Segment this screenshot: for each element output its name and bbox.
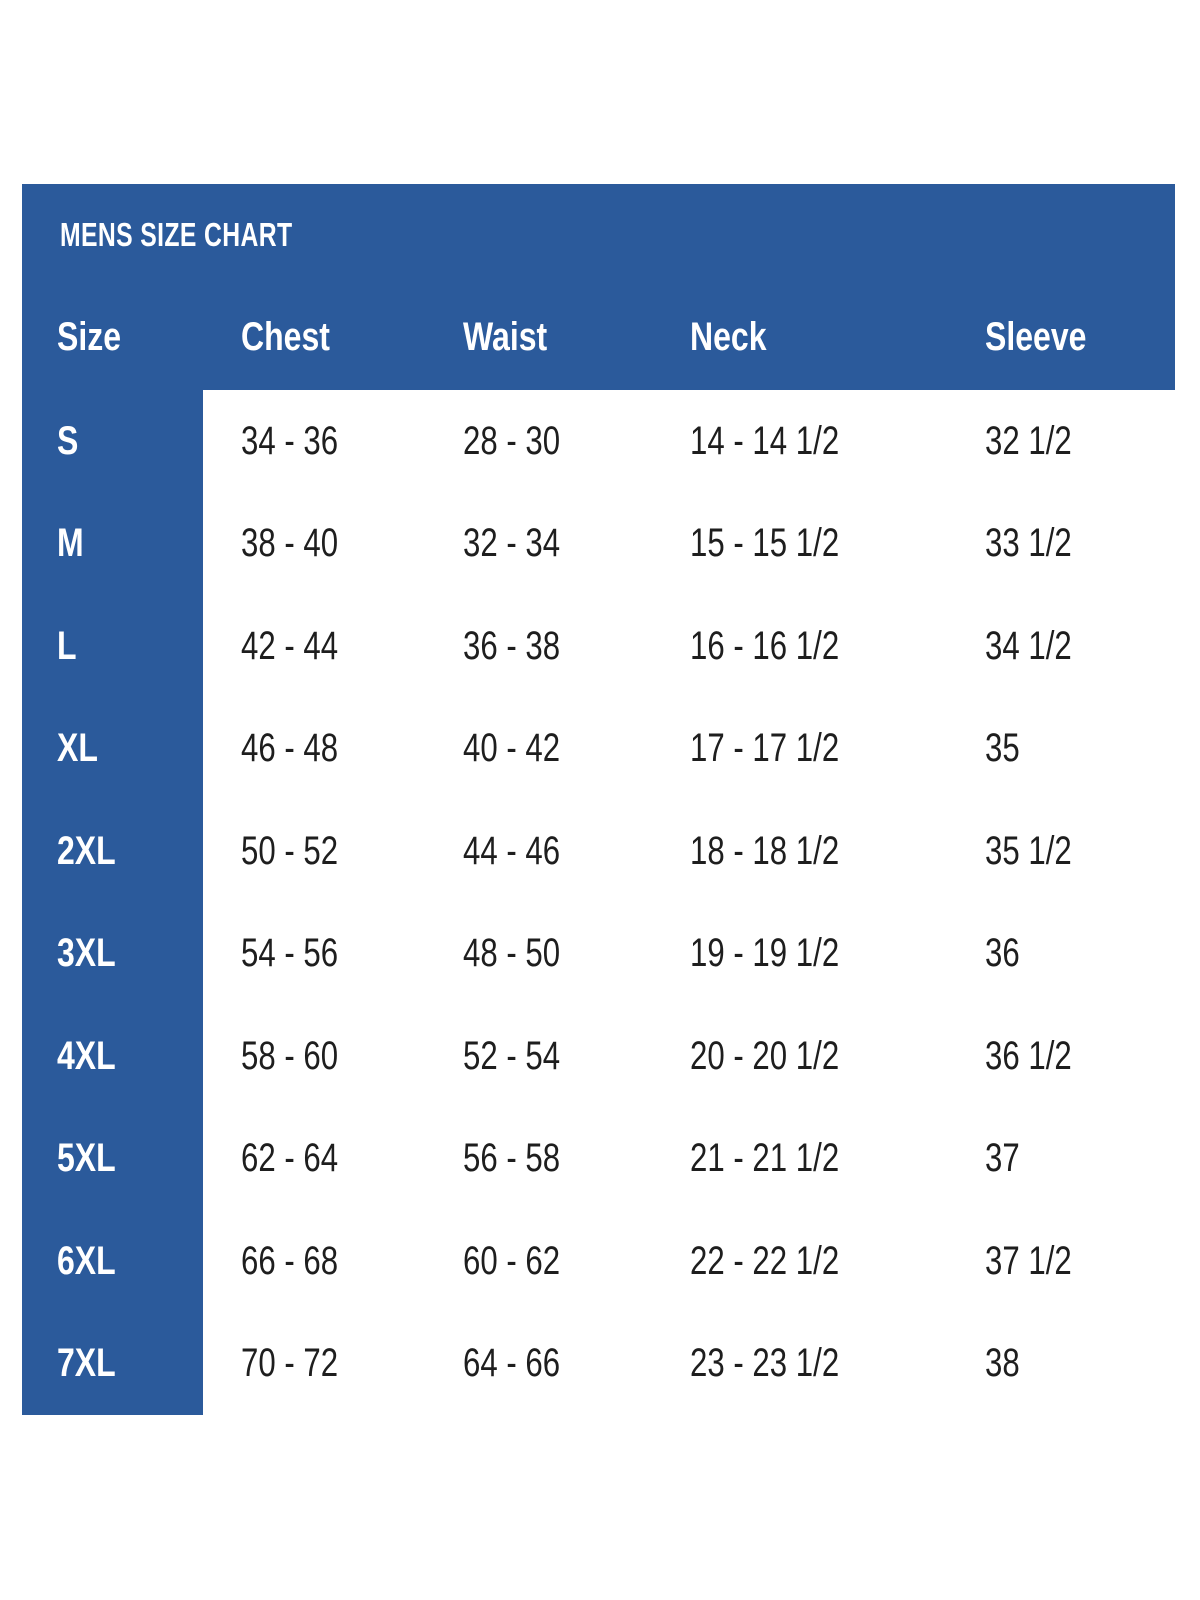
table-row-l: L 42 - 44 36 - 38 16 - 16 1/2 34 1/2 xyxy=(22,595,1175,698)
sleeve-value: 36 xyxy=(947,902,1175,1005)
neck-value: 19 - 19 1/2 xyxy=(652,902,947,1005)
waist-value: 48 - 50 xyxy=(425,902,652,1005)
neck-value: 23 - 23 1/2 xyxy=(652,1312,947,1415)
chart-title: MENS SIZE CHART xyxy=(60,216,293,253)
waist-value: 36 - 38 xyxy=(425,595,652,698)
column-header-neck: Neck xyxy=(690,314,767,359)
neck-value: 16 - 16 1/2 xyxy=(652,595,947,698)
neck-value: 17 - 17 1/2 xyxy=(652,697,947,800)
table-row-2xl: 2XL 50 - 52 44 - 46 18 - 18 1/2 35 1/2 xyxy=(22,800,1175,903)
neck-value: 15 - 15 1/2 xyxy=(652,492,947,595)
sleeve-value: 35 1/2 xyxy=(947,800,1175,903)
size-label: M xyxy=(22,492,203,595)
chest-value: 42 - 44 xyxy=(203,595,425,698)
sleeve-value: 34 1/2 xyxy=(947,595,1175,698)
chest-value: 50 - 52 xyxy=(203,800,425,903)
waist-value: 40 - 42 xyxy=(425,697,652,800)
sleeve-value: 37 xyxy=(947,1107,1175,1210)
waist-value: 56 - 58 xyxy=(425,1107,652,1210)
neck-value: 20 - 20 1/2 xyxy=(652,1005,947,1108)
chest-value: 70 - 72 xyxy=(203,1312,425,1415)
column-header-waist: Waist xyxy=(463,314,548,359)
table-row-5xl: 5XL 62 - 64 56 - 58 21 - 21 1/2 37 xyxy=(22,1107,1175,1210)
column-header-row: Size Chest Waist Neck Sleeve xyxy=(22,313,1175,361)
column-header-sleeve: Sleeve xyxy=(985,314,1087,359)
table-row-6xl: 6XL 66 - 68 60 - 62 22 - 22 1/2 37 1/2 xyxy=(22,1210,1175,1313)
chest-value: 34 - 36 xyxy=(203,390,425,493)
neck-value: 22 - 22 1/2 xyxy=(652,1210,947,1313)
sleeve-value: 36 1/2 xyxy=(947,1005,1175,1108)
chest-value: 54 - 56 xyxy=(203,902,425,1005)
neck-value: 21 - 21 1/2 xyxy=(652,1107,947,1210)
table-row-m: M 38 - 40 32 - 34 15 - 15 1/2 33 1/2 xyxy=(22,492,1175,595)
size-label: 5XL xyxy=(22,1107,203,1210)
size-label: 4XL xyxy=(22,1005,203,1108)
table-row-s: S 34 - 36 28 - 30 14 - 14 1/2 32 1/2 xyxy=(22,390,1175,493)
mens-size-chart: MENS SIZE CHART Size Chest Waist Neck Sl… xyxy=(22,184,1175,1415)
sleeve-value: 38 xyxy=(947,1312,1175,1415)
waist-value: 28 - 30 xyxy=(425,390,652,493)
chart-header: MENS SIZE CHART Size Chest Waist Neck Sl… xyxy=(22,184,1175,390)
size-label: 6XL xyxy=(22,1210,203,1313)
chest-value: 38 - 40 xyxy=(203,492,425,595)
size-label: XL xyxy=(22,697,203,800)
sleeve-value: 33 1/2 xyxy=(947,492,1175,595)
table-row-3xl: 3XL 54 - 56 48 - 50 19 - 19 1/2 36 xyxy=(22,902,1175,1005)
chest-value: 66 - 68 xyxy=(203,1210,425,1313)
table-row-7xl: 7XL 70 - 72 64 - 66 23 - 23 1/2 38 xyxy=(22,1312,1175,1415)
waist-value: 44 - 46 xyxy=(425,800,652,903)
chest-value: 62 - 64 xyxy=(203,1107,425,1210)
column-header-size: Size xyxy=(57,314,122,359)
size-label: 2XL xyxy=(22,800,203,903)
table-row-xl: XL 46 - 48 40 - 42 17 - 17 1/2 35 xyxy=(22,697,1175,800)
sleeve-value: 35 xyxy=(947,697,1175,800)
sleeve-value: 37 1/2 xyxy=(947,1210,1175,1313)
chest-value: 46 - 48 xyxy=(203,697,425,800)
size-label: 7XL xyxy=(22,1312,203,1415)
sleeve-value: 32 1/2 xyxy=(947,390,1175,493)
table-body: S 34 - 36 28 - 30 14 - 14 1/2 32 1/2 M 3… xyxy=(22,390,1175,1415)
size-label: 3XL xyxy=(22,902,203,1005)
waist-value: 52 - 54 xyxy=(425,1005,652,1108)
size-label: S xyxy=(22,390,203,493)
waist-value: 60 - 62 xyxy=(425,1210,652,1313)
chest-value: 58 - 60 xyxy=(203,1005,425,1108)
neck-value: 18 - 18 1/2 xyxy=(652,800,947,903)
waist-value: 64 - 66 xyxy=(425,1312,652,1415)
table-row-4xl: 4XL 58 - 60 52 - 54 20 - 20 1/2 36 1/2 xyxy=(22,1005,1175,1108)
chart-title-row: MENS SIZE CHART xyxy=(22,218,1175,251)
neck-value: 14 - 14 1/2 xyxy=(652,390,947,493)
column-header-chest: Chest xyxy=(241,314,330,359)
size-label: L xyxy=(22,595,203,698)
waist-value: 32 - 34 xyxy=(425,492,652,595)
